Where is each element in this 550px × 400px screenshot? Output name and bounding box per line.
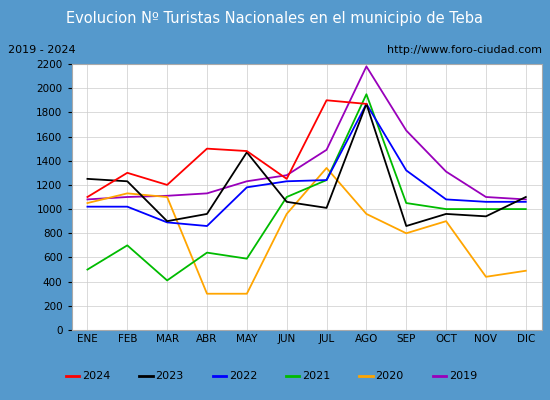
Text: http://www.foro-ciudad.com: http://www.foro-ciudad.com	[387, 45, 542, 55]
Text: Evolucion Nº Turistas Nacionales en el municipio de Teba: Evolucion Nº Turistas Nacionales en el m…	[67, 12, 483, 26]
Text: 2020: 2020	[376, 371, 404, 381]
Text: 2022: 2022	[229, 371, 257, 381]
Text: 2021: 2021	[302, 371, 331, 381]
Text: 2024: 2024	[82, 371, 111, 381]
Text: 2019 - 2024: 2019 - 2024	[8, 45, 76, 55]
Text: 2023: 2023	[156, 371, 184, 381]
Text: 2019: 2019	[449, 371, 477, 381]
